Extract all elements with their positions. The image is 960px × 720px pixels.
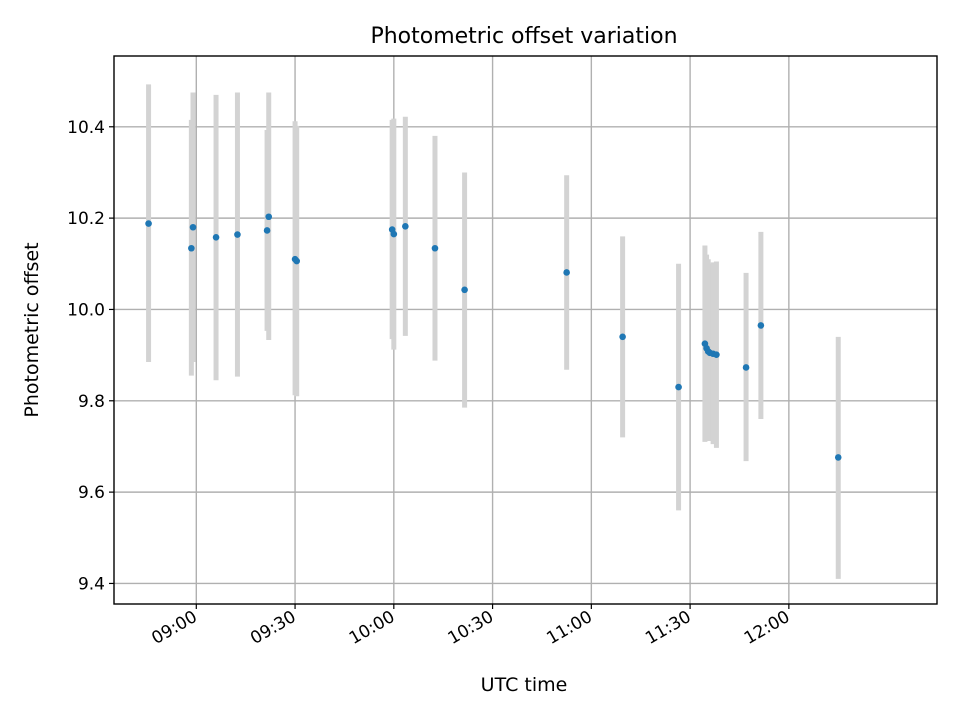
data-point [431,244,439,252]
x-tick-label: 10:00 [346,607,398,649]
data-point [713,351,720,358]
data-point [189,223,197,231]
axis-ticks: 09:00 09:30 10:00 10:30 11:00 11:30 12:00 9.4 9.… [67,118,793,649]
data-point [461,286,468,294]
x-tick-label: 10:30 [445,607,497,649]
x-tick-label: 12:00 [741,607,793,649]
data-point [563,269,570,276]
y-tick-label: 9.8 [78,392,105,412]
data-point [293,257,301,265]
x-tick-label: 09:30 [247,607,299,649]
chart-title: Photometric offset variation [370,24,677,49]
y-tick-label: 9.6 [78,483,105,503]
data-point [234,231,241,238]
data-point [757,322,765,329]
y-tick-label: 10.2 [67,209,105,229]
data-point [265,213,273,221]
data-point [188,244,195,252]
x-tick-label: 11:00 [543,607,595,649]
y-axis-label: Photometric offset [21,242,43,417]
x-tick-label: 09:00 [148,607,200,649]
plot-frame [113,55,938,605]
data-point [402,223,409,230]
data-point [145,220,152,227]
data-point [834,454,842,461]
grid [114,56,937,604]
x-axis-label: UTC time [481,674,568,696]
errorbars [146,84,841,579]
y-tick-label: 10.4 [67,118,105,138]
data-point [742,364,750,371]
y-tick-label: 9.4 [78,574,105,594]
data-point [390,230,398,238]
data-point [619,333,626,341]
data-point [212,233,220,241]
data-points [145,213,842,461]
x-tick-label: 11:30 [642,607,694,649]
y-tick-label: 10.0 [67,300,105,320]
data-point [675,383,682,391]
data-point [263,227,271,234]
